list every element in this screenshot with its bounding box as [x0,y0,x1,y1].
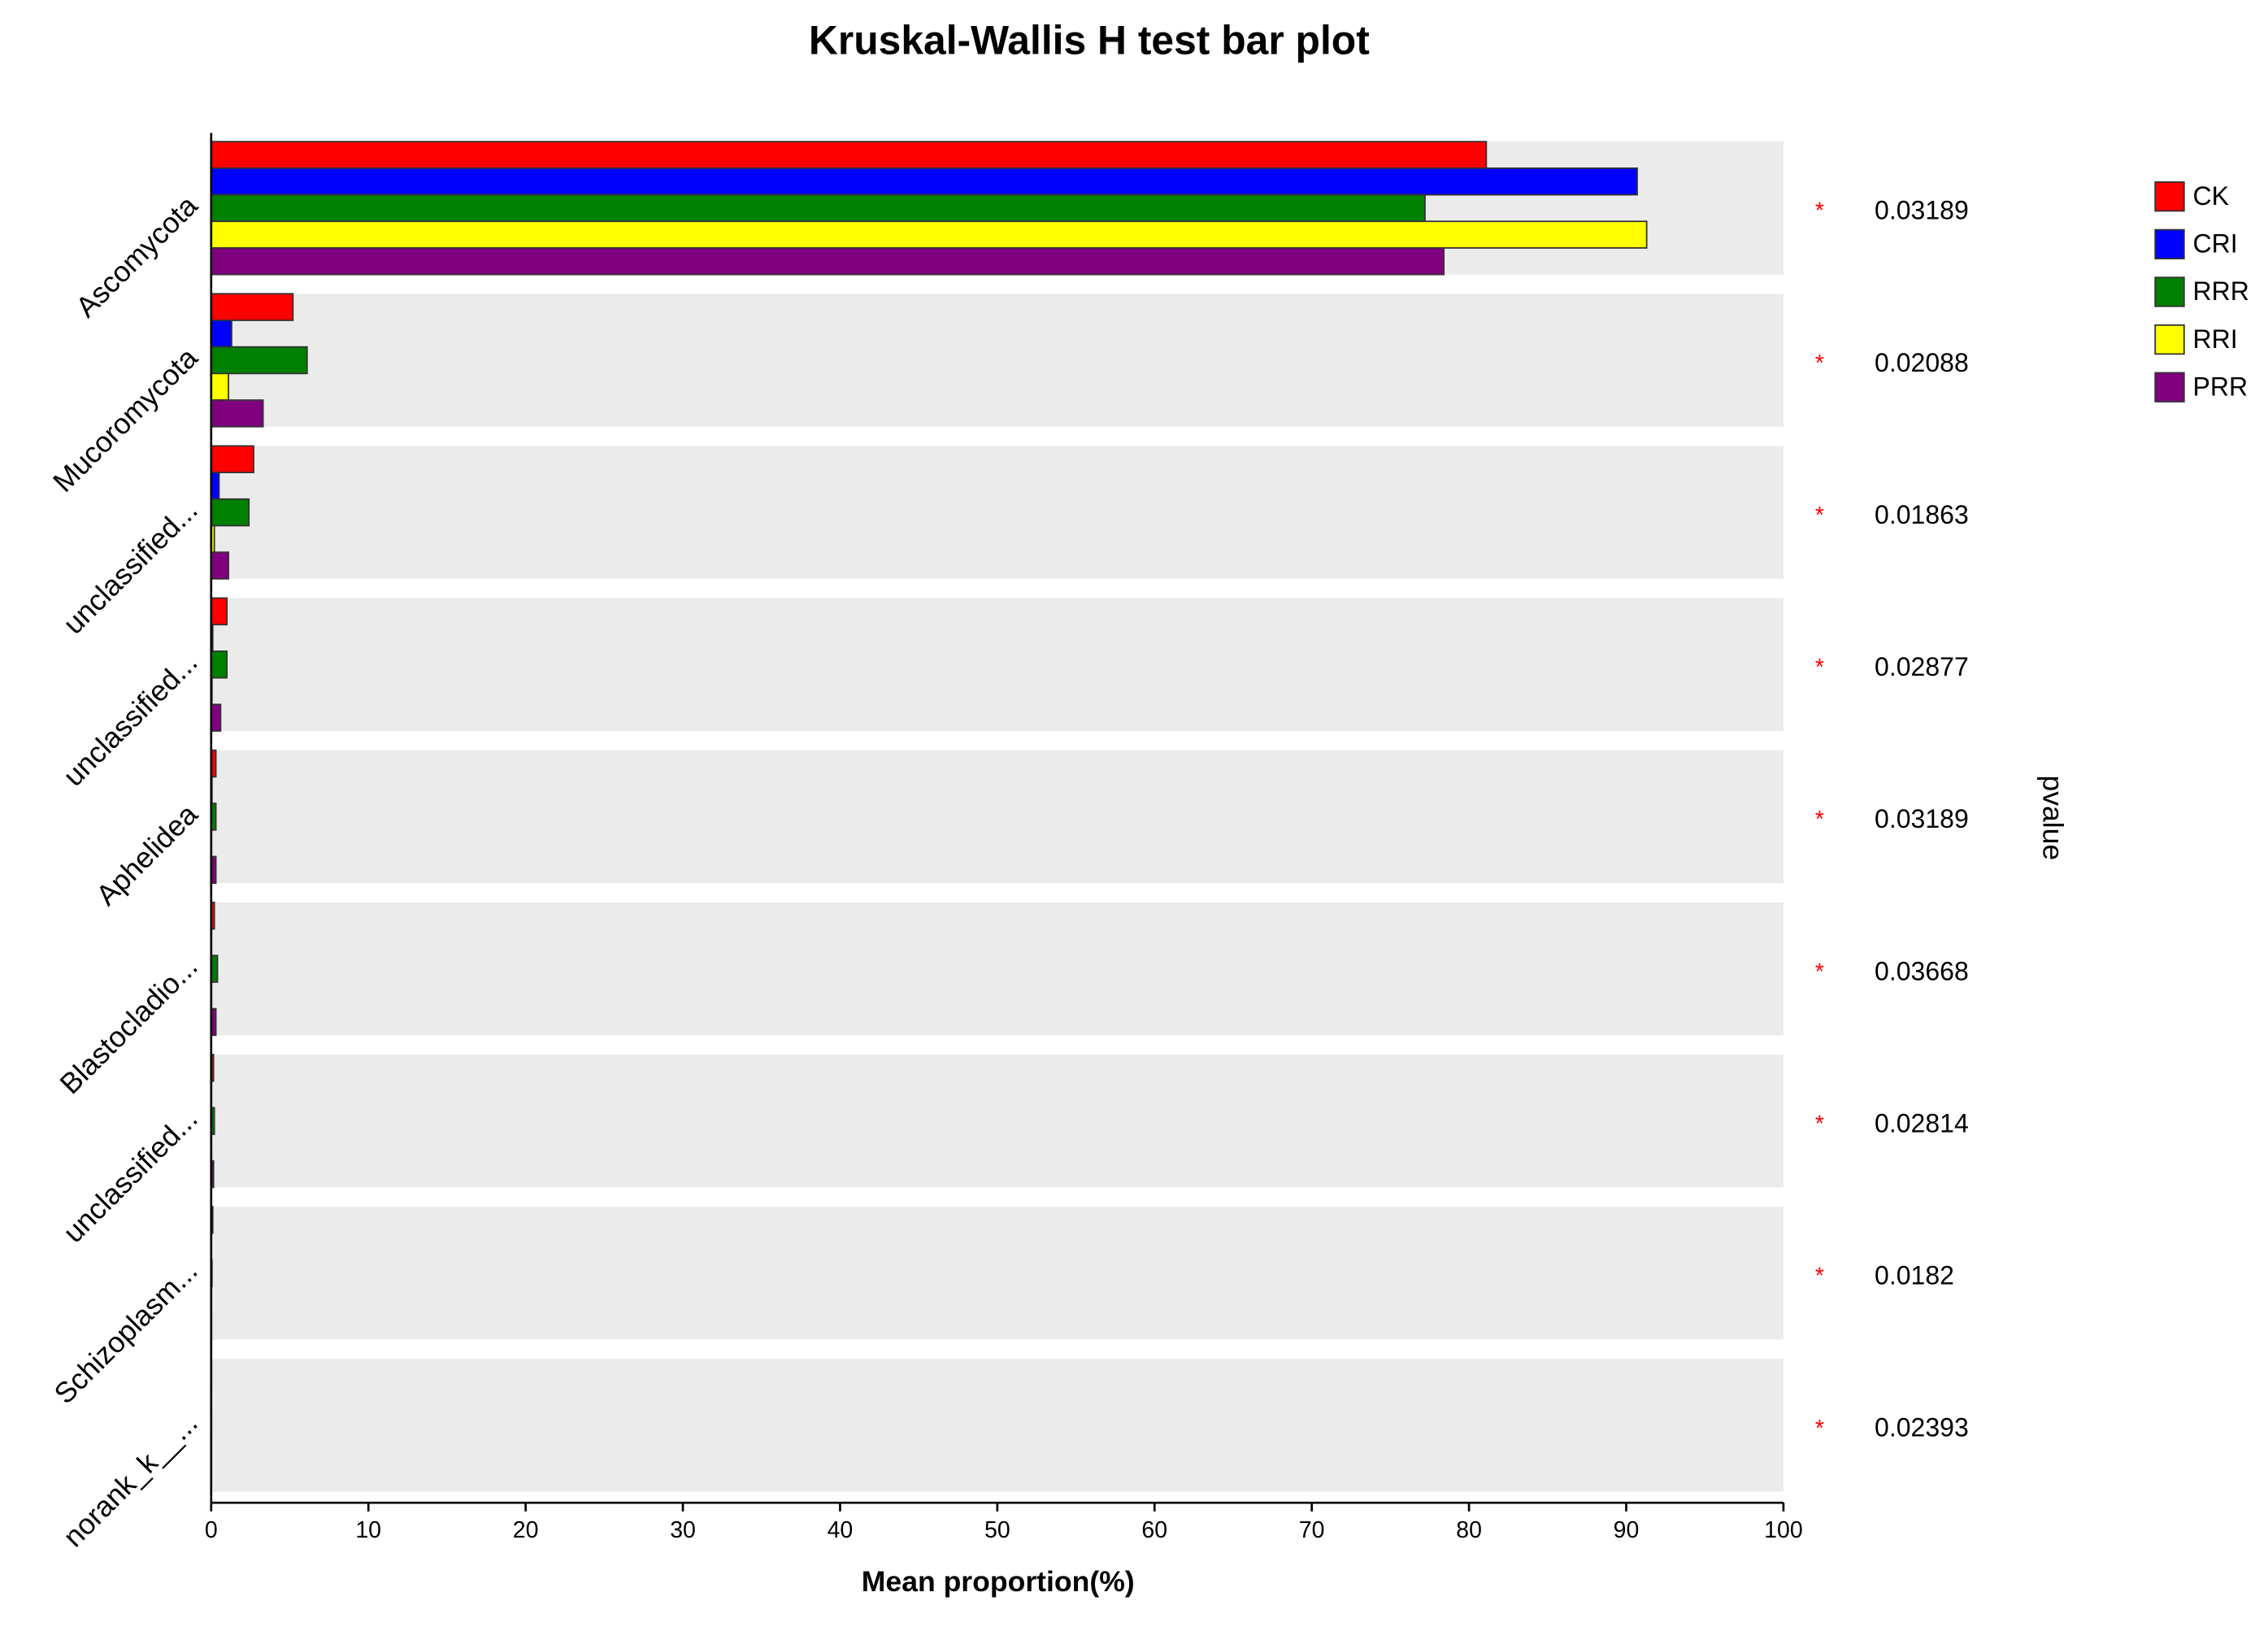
bar [210,472,220,500]
bar [210,346,308,375]
bar [210,498,250,527]
y-tick-label: norank_k__... [57,1407,204,1553]
pvalue-label: 0.03189 [1875,804,1969,833]
category-band [211,902,1784,1036]
significance-mark: * [1815,350,1824,376]
significance-mark: * [1815,198,1824,224]
significance-mark: * [1815,807,1824,833]
y-tick-label: Schizoplasm... [48,1255,204,1411]
chart-title: Kruskal-Wallis H test bar plot [809,17,1370,63]
legend-swatch [2154,228,2185,259]
category-band [211,598,1784,732]
x-tick-label: 70 [1299,1517,1325,1543]
legend-swatch [2154,324,2185,355]
bar [210,703,222,732]
bar [210,372,229,401]
significance-mark: * [1815,1111,1824,1138]
bar [210,194,1426,223]
bar [210,167,1638,196]
x-tick-label: 100 [1764,1517,1802,1543]
y-tick-label: Blastocladio... [54,950,204,1100]
bar [210,551,229,580]
x-axis-label: Mean proportion(%) [862,1565,1135,1598]
pvalue-label: 0.03189 [1875,196,1969,225]
bar [210,220,1648,249]
legend-swatch [2154,181,2185,212]
category-band [211,1207,1784,1340]
legend-swatch [2154,372,2185,402]
category-band [211,750,1784,884]
bar [210,650,228,679]
legend-swatch [2154,276,2185,307]
x-tick-label: 0 [205,1517,218,1543]
pvalue-label: 0.01863 [1875,500,1969,529]
bar [210,597,228,626]
significance-mark: * [1815,502,1824,529]
x-tick-label: 50 [984,1517,1010,1543]
x-tick-label: 80 [1456,1517,1482,1543]
category-band [211,1359,1784,1492]
category-band [211,1054,1784,1188]
legend-label: CK [2192,181,2228,211]
significance-mark: * [1815,1416,1824,1442]
bar [210,141,1488,169]
category-band [211,446,1784,579]
significance-mark: * [1815,655,1824,681]
legend-label: CRI [2192,229,2237,259]
y-tick-label: unclassified... [57,1103,204,1249]
significance-mark: * [1815,1264,1824,1290]
category-band [211,294,1784,427]
bar [210,445,254,473]
pvalue-label: 0.02877 [1875,652,1969,681]
y-tick-label: Mucoromycota [46,341,203,498]
x-tick-label: 90 [1614,1517,1640,1543]
pvalue-label: pvalue [2037,775,2070,860]
legend-label: RRI [2192,324,2237,354]
bar [210,399,264,428]
x-tick-label: 40 [828,1517,854,1543]
y-tick-label: Aphelidea [90,798,204,911]
x-tick-label: 60 [1141,1517,1167,1543]
x-tick-label: 10 [355,1517,381,1543]
y-tick-label: unclassified... [57,646,204,792]
bar [210,320,232,348]
pvalue-label: 0.02814 [1875,1108,1969,1138]
y-tick-label: unclassified... [57,494,204,640]
bar [210,247,1445,276]
significance-mark: * [1815,959,1824,985]
x-tick-label: 20 [513,1517,539,1543]
legend-label: RRR [2192,276,2248,306]
pvalue-label: 0.0182 [1875,1261,1954,1290]
pvalue-label: 0.02393 [1875,1413,1969,1442]
pvalue-label: 0.02088 [1875,348,1969,377]
x-tick-label: 30 [670,1517,696,1543]
pvalue-label: 0.03668 [1875,956,1969,985]
legend-label: PRR [2192,372,2248,402]
y-tick-label: Ascomycota [69,189,203,324]
bar [210,293,294,321]
